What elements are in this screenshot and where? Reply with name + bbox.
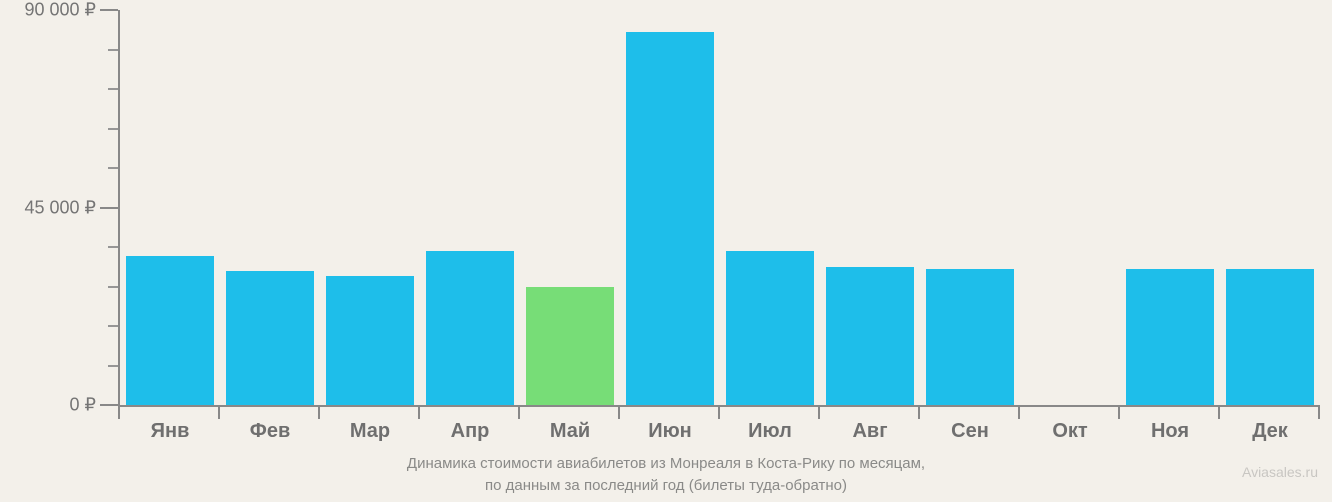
x-tick	[1218, 405, 1220, 419]
bar-slot	[220, 10, 320, 405]
caption-line-1: Динамика стоимости авиабилетов из Монреа…	[407, 455, 925, 472]
x-labels: ЯнвФевМарАпрМайИюнИюлАвгСенОктНояДек	[120, 420, 1320, 443]
x-axis-label: Авг	[820, 420, 920, 443]
y-axis-label: 45 000 ₽	[24, 197, 96, 218]
chart-caption: Динамика стоимости авиабилетов из Монреа…	[0, 453, 1332, 497]
x-tick	[1318, 405, 1320, 419]
x-tick	[318, 405, 320, 419]
x-axis-label: Фев	[220, 420, 320, 443]
y-axis-label: 90 000 ₽	[24, 0, 96, 21]
x-tick	[118, 405, 120, 419]
bar	[526, 287, 614, 406]
y-tick-major	[100, 207, 118, 209]
bar	[826, 267, 914, 405]
x-tick	[218, 405, 220, 419]
x-axis-label: Июн	[620, 420, 720, 443]
bar	[226, 271, 314, 405]
y-tick-minor	[108, 167, 118, 169]
bar	[126, 256, 214, 405]
y-tick-minor	[108, 246, 118, 248]
y-axis: 0 ₽45 000 ₽90 000 ₽	[0, 10, 118, 405]
bar-slot	[1120, 10, 1220, 405]
x-axis-label: Мар	[320, 420, 420, 443]
y-tick-minor	[108, 128, 118, 130]
bar-slot	[1020, 10, 1120, 405]
x-tick	[718, 405, 720, 419]
x-tick	[618, 405, 620, 419]
bar	[926, 269, 1014, 405]
y-tick-minor	[108, 49, 118, 51]
bar-slot	[620, 10, 720, 405]
caption-line-2: по данным за последний год (билеты туда-…	[485, 477, 847, 494]
y-tick-minor	[108, 365, 118, 367]
bar-slot	[920, 10, 1020, 405]
x-tick	[518, 405, 520, 419]
x-axis-label: Сен	[920, 420, 1020, 443]
x-axis-label: Май	[520, 420, 620, 443]
y-tick-minor	[108, 325, 118, 327]
x-tick	[1118, 405, 1120, 419]
x-axis-label: Апр	[420, 420, 520, 443]
x-axis-label: Окт	[1020, 420, 1120, 443]
bar-slot	[520, 10, 620, 405]
y-tick-major	[100, 404, 118, 406]
x-tick	[1018, 405, 1020, 419]
x-axis-label: Дек	[1220, 420, 1320, 443]
x-axis-label: Янв	[120, 420, 220, 443]
price-chart: 0 ₽45 000 ₽90 000 ₽ ЯнвФевМарАпрМайИюнИю…	[0, 0, 1332, 502]
x-axis-label: Ноя	[1120, 420, 1220, 443]
watermark: Aviasales.ru	[1242, 464, 1318, 480]
y-tick-major	[100, 9, 118, 11]
x-tick	[918, 405, 920, 419]
bar-slot	[420, 10, 520, 405]
bar	[426, 251, 514, 405]
x-axis-label: Июл	[720, 420, 820, 443]
y-tick-minor	[108, 88, 118, 90]
bar-slot	[320, 10, 420, 405]
bar	[1226, 269, 1314, 405]
y-tick-minor	[108, 286, 118, 288]
bar-slot	[720, 10, 820, 405]
x-tick	[818, 405, 820, 419]
y-axis-label: 0 ₽	[70, 395, 96, 416]
x-tick	[418, 405, 420, 419]
bar-slot	[120, 10, 220, 405]
bar	[326, 276, 414, 405]
plot-area	[120, 10, 1320, 405]
bar-slot	[820, 10, 920, 405]
bar	[626, 32, 714, 405]
bar	[1126, 269, 1214, 405]
bar-slot	[1220, 10, 1320, 405]
bar	[726, 251, 814, 405]
